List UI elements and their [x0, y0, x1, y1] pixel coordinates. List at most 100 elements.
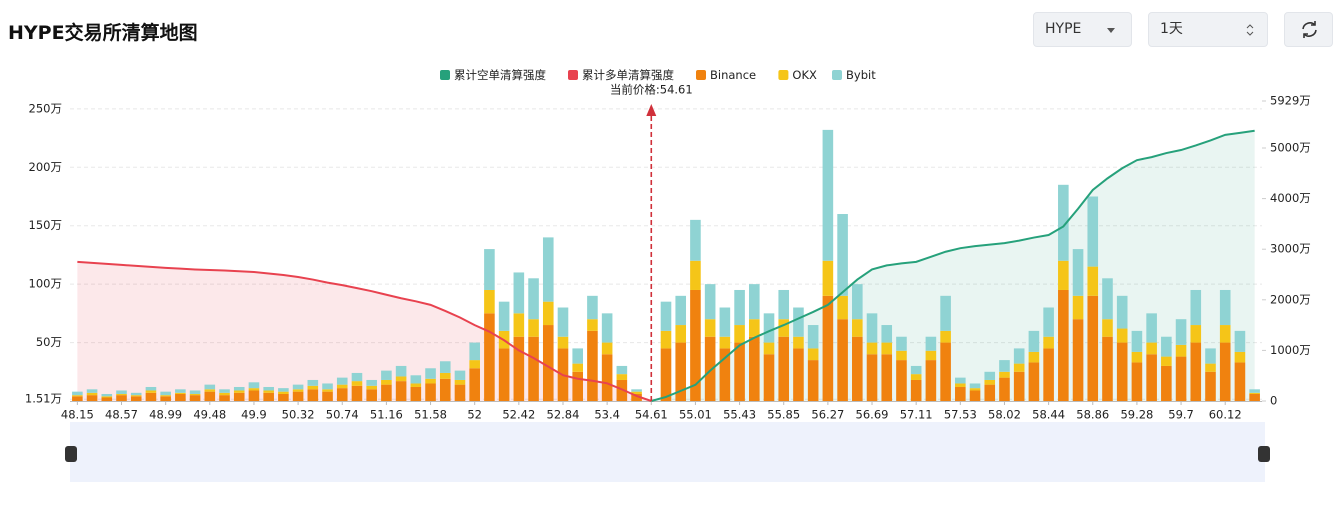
bar-segment — [1205, 348, 1216, 364]
bar-segment — [1205, 363, 1216, 372]
x-tick-label: 55.43 — [723, 408, 756, 422]
bar-segment — [336, 377, 348, 385]
bar-segment — [896, 350, 907, 361]
bar-segment — [351, 385, 363, 401]
bar-segment — [189, 395, 201, 401]
legend-label: Bybit — [846, 68, 876, 82]
bar-segment — [263, 386, 274, 391]
bar-segment — [219, 392, 230, 396]
bar-segment — [719, 336, 731, 349]
bar-segment — [160, 396, 171, 401]
bar-segment — [1028, 351, 1040, 363]
bar-segment — [513, 272, 525, 314]
bar-segment — [322, 383, 333, 390]
period-value: 1天 — [1160, 21, 1183, 37]
bar-segment — [1161, 365, 1172, 401]
bar-segment — [101, 393, 113, 397]
bar-segment — [984, 371, 996, 380]
bar-segment — [145, 386, 157, 391]
bar-segment — [601, 354, 613, 401]
period-select[interactable]: 1天 — [1148, 12, 1268, 47]
bar-segment — [1146, 354, 1157, 401]
bar-segment — [542, 325, 554, 401]
y2-tick-label: 1000万 — [1270, 343, 1311, 357]
bar-segment — [395, 365, 407, 377]
bar-segment — [984, 384, 996, 401]
bar-segment — [1102, 278, 1113, 320]
area — [77, 261, 652, 401]
bar-segment — [1028, 330, 1040, 352]
bar-segment — [278, 388, 289, 392]
bar-segment — [498, 330, 510, 349]
bar-segment — [1013, 371, 1025, 401]
bar-segment — [381, 379, 392, 385]
bar-segment — [469, 360, 480, 369]
bar-segment — [822, 260, 834, 296]
bar-segment — [807, 348, 819, 361]
bar-segment — [248, 388, 260, 391]
refresh-button[interactable] — [1284, 12, 1333, 47]
area — [651, 130, 1255, 401]
bar-segment — [940, 342, 951, 401]
bar-segment — [1058, 184, 1069, 261]
bar-segment — [896, 360, 907, 401]
bar-segment — [336, 384, 348, 389]
bar-segment — [425, 383, 436, 401]
bar-segment — [189, 393, 201, 396]
bar-segment — [116, 390, 127, 394]
y2-tick-label: 5929万 — [1270, 94, 1311, 108]
bar-segment — [233, 392, 245, 401]
bar-segment — [807, 360, 819, 401]
bar-segment — [660, 348, 672, 401]
bar-segment — [748, 284, 760, 320]
x-tick-label: 57.53 — [944, 408, 977, 422]
bar-segment — [969, 388, 981, 391]
bar-segment — [1087, 266, 1099, 296]
bar-segment — [1175, 344, 1187, 357]
x-tick-label: 54.61 — [635, 408, 668, 422]
x-tick-label: 49.48 — [193, 408, 226, 422]
bar-segment — [1190, 342, 1202, 401]
bar-segment — [542, 301, 554, 326]
bar-segment — [336, 388, 348, 401]
bar-segment — [1102, 319, 1113, 337]
bar-segment — [233, 386, 245, 391]
bar-segment — [778, 336, 790, 401]
bar-segment — [528, 336, 539, 401]
zoom-handle — [65, 446, 77, 462]
bar-segment — [484, 289, 495, 314]
bar-segment — [763, 354, 775, 401]
bar-segment — [557, 307, 569, 337]
bar-segment — [955, 386, 966, 401]
bar-segment — [748, 319, 760, 337]
bar-segment — [822, 129, 834, 261]
x-tick-label: 60.12 — [1209, 408, 1242, 422]
bar-segment — [86, 392, 98, 396]
bar-segment — [940, 330, 951, 343]
bar-segment — [616, 374, 628, 380]
bar-segment — [307, 385, 319, 390]
bar-segment — [395, 376, 407, 382]
symbol-select[interactable]: HYPE — [1033, 12, 1132, 47]
bar-segment — [881, 325, 893, 343]
x-tick-label: 56.69 — [856, 408, 889, 422]
zoom-handle — [1258, 446, 1270, 462]
bar-segment — [1249, 389, 1260, 393]
x-tick-label: 52 — [467, 408, 482, 422]
bar-segment — [675, 342, 687, 401]
bar-segment — [292, 384, 304, 390]
bar-segment — [1013, 363, 1025, 372]
bar-segment — [1072, 319, 1084, 401]
price-annotation: 当前价格:54.61 — [610, 83, 693, 97]
bar-segment — [439, 361, 451, 373]
bar-segment — [616, 365, 628, 375]
bar-segment — [1234, 351, 1246, 363]
bar-segment — [425, 378, 436, 384]
x-tick-label: 48.15 — [61, 408, 94, 422]
y2-tick-label: 3000万 — [1270, 242, 1311, 256]
bar-segment — [940, 295, 951, 331]
bar-segment — [292, 389, 304, 392]
bar-segment — [719, 348, 731, 401]
bar-segment — [130, 395, 142, 397]
bar-segment — [1234, 330, 1246, 352]
